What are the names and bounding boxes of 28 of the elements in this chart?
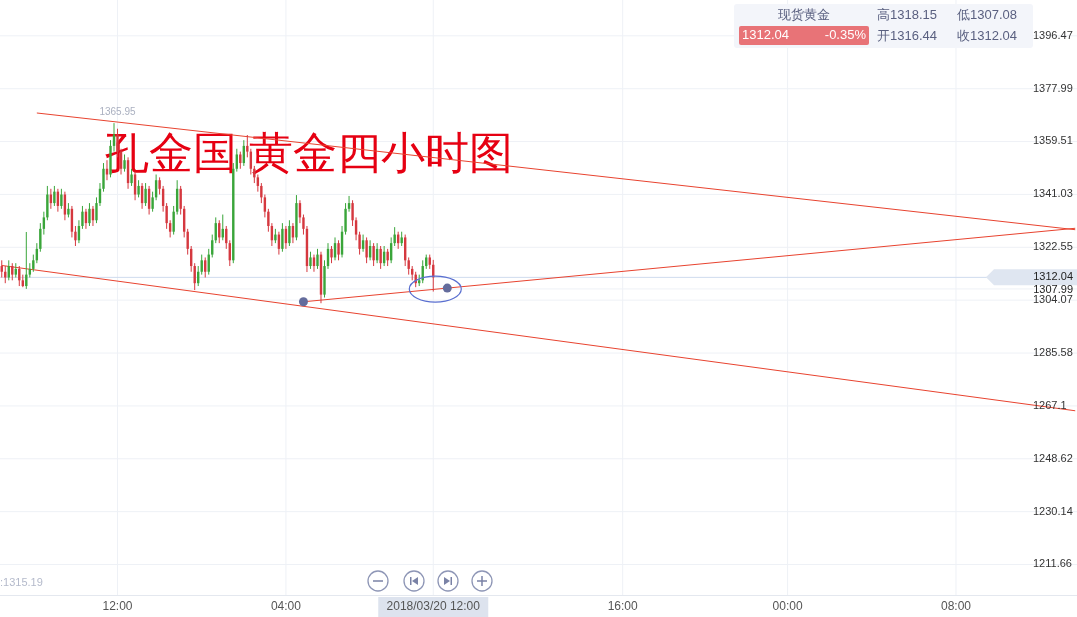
y-tick-label: 1267.1 [1033, 398, 1067, 411]
annotation: -0.35% [824, 27, 867, 43]
annotation: 收1312.04 [957, 28, 1017, 44]
annotation: 1365.95 [99, 106, 137, 118]
y-tick-label: 1322.55 [1033, 240, 1073, 253]
x-tick-label: 2018/03/20 12:00 [386, 599, 481, 614]
ref-line-label: 1307.99 [1033, 282, 1073, 295]
x-tick-label: 12:00 [102, 599, 133, 614]
y-tick-label: 1211.66 [1033, 557, 1072, 570]
x-tick-label: 16:00 [607, 599, 639, 614]
y-tick-label: 1230.14 [1033, 504, 1073, 517]
y-tick-label: 1359.51 [1033, 134, 1073, 147]
y-tick-label: 1248.62 [1033, 451, 1073, 464]
annotation: :1315.19 [0, 575, 43, 588]
y-tick-label: 1341.03 [1033, 187, 1073, 200]
annotation: 现货黄金 [778, 7, 830, 23]
annotation: 开1316.44 [877, 28, 937, 44]
annotation: 高1318.15 [877, 7, 937, 23]
x-tick-label: 00:00 [772, 599, 803, 614]
y-tick-label: 1285.58 [1033, 345, 1073, 358]
x-tick-label: 08:00 [940, 599, 972, 614]
ref-line-label: 1312.04 [1033, 270, 1073, 283]
y-tick-label: 1396.47 [1033, 28, 1073, 41]
y-tick-label: 1377.99 [1033, 81, 1073, 94]
annotation: 低1307.08 [957, 7, 1017, 23]
x-tick-label: 04:00 [270, 599, 302, 614]
annotation: 1312.04 [742, 27, 789, 43]
y-tick-label: 1304.07 [1033, 293, 1073, 306]
